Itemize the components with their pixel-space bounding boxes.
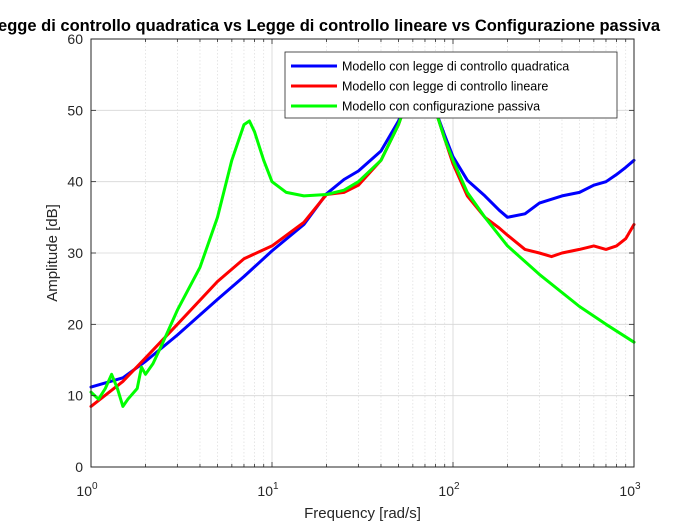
y-tick-label: 50 (67, 102, 83, 118)
legend-label: Modello con legge di controllo quadratic… (342, 60, 569, 74)
chart-title: Legge di controllo quadratica vs Legge d… (0, 17, 661, 35)
series-line-3 (89, 83, 636, 408)
y-tick-label: 60 (67, 31, 83, 47)
x-tick-exponent: 0 (92, 481, 98, 492)
legend: Modello con legge di controllo quadratic… (284, 51, 618, 119)
y-tick-label: 40 (67, 174, 83, 190)
y-tick-label: 10 (67, 388, 83, 404)
x-tick-exponent: 2 (454, 481, 460, 492)
x-tick-exponent: 3 (635, 481, 641, 492)
legend-box (284, 51, 618, 119)
y-tick-label: 30 (67, 245, 83, 261)
x-tick-exponent: 1 (273, 481, 279, 492)
x-axis-label: Frequency [rad/s] (304, 505, 421, 522)
legend-label: Modello con legge di controllo lineare (342, 80, 548, 94)
axis-ticks (90, 38, 635, 468)
y-tick-label: 0 (75, 459, 83, 475)
y-tick-label: 20 (67, 316, 83, 332)
legend-label: Modello con configurazione passiva (342, 100, 540, 114)
y-axis-label: Amplitude [dB] (44, 204, 61, 302)
